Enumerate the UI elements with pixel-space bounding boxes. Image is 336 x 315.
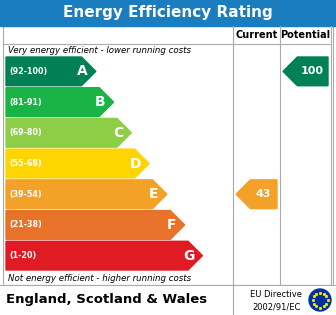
Text: (69-80): (69-80) — [9, 128, 42, 137]
Text: F: F — [167, 218, 176, 232]
Text: A: A — [77, 64, 88, 78]
Polygon shape — [6, 149, 149, 178]
Polygon shape — [6, 180, 167, 209]
Text: (55-68): (55-68) — [9, 159, 42, 168]
Polygon shape — [6, 57, 96, 86]
Text: Very energy efficient - lower running costs: Very energy efficient - lower running co… — [8, 46, 191, 55]
Text: Potential: Potential — [281, 30, 331, 40]
Polygon shape — [236, 180, 277, 209]
Text: (92-100): (92-100) — [9, 67, 47, 76]
Polygon shape — [6, 118, 131, 147]
Text: B: B — [95, 95, 106, 109]
Text: (1-20): (1-20) — [9, 251, 36, 260]
Polygon shape — [6, 210, 185, 239]
Text: G: G — [183, 249, 195, 263]
Text: 2002/91/EC: 2002/91/EC — [252, 302, 301, 311]
Polygon shape — [6, 241, 202, 270]
Bar — [0, 285, 336, 315]
Text: E: E — [149, 187, 158, 201]
Text: (39-54): (39-54) — [9, 190, 42, 199]
Circle shape — [309, 289, 331, 311]
Polygon shape — [283, 57, 328, 86]
Text: Not energy efficient - higher running costs: Not energy efficient - higher running co… — [8, 274, 191, 283]
Text: 100: 100 — [301, 66, 324, 76]
Text: (21-38): (21-38) — [9, 220, 42, 229]
Text: EU Directive: EU Directive — [251, 290, 302, 299]
Text: England, Scotland & Wales: England, Scotland & Wales — [6, 294, 207, 306]
Polygon shape — [6, 88, 114, 117]
Text: 43: 43 — [256, 189, 271, 199]
Text: D: D — [130, 157, 141, 170]
Text: Energy Efficiency Rating: Energy Efficiency Rating — [63, 5, 273, 20]
Text: Current: Current — [236, 30, 278, 40]
Text: (81-91): (81-91) — [9, 98, 42, 106]
Bar — [0, 0, 336, 26]
Text: C: C — [113, 126, 123, 140]
Bar — [3, 26, 333, 285]
